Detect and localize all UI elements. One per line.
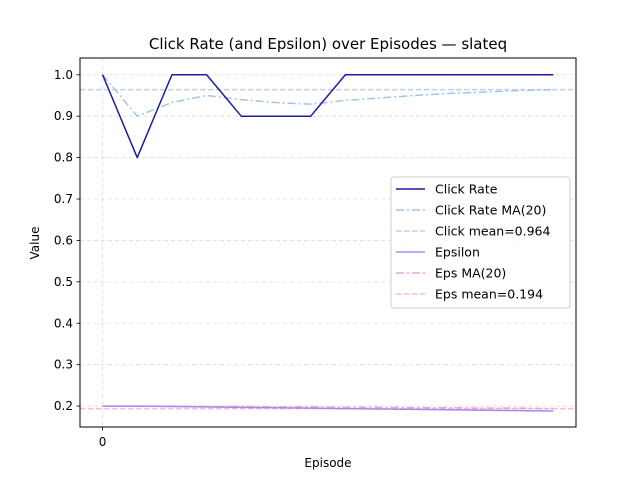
legend-label: Click Rate <box>435 182 498 197</box>
y-tick-label: 0.6 <box>54 233 73 247</box>
series-click-rate-ma-20-line <box>101 74 554 117</box>
series-click-rate-line <box>101 74 554 159</box>
legend-label: Epsilon <box>435 245 480 260</box>
plot-frame <box>79 57 577 428</box>
y-tick-label: 0.4 <box>54 316 73 330</box>
x-axis-label: Episode <box>304 456 351 470</box>
legend-box <box>390 176 571 309</box>
y-tick-label: 0.7 <box>54 192 73 206</box>
legend-label: Eps MA(20) <box>435 266 506 281</box>
y-tick-label: 0.9 <box>54 109 73 123</box>
series-layer <box>80 74 576 412</box>
y-tick-label: 0.2 <box>54 399 73 413</box>
legend-label: Eps mean=0.194 <box>435 287 543 302</box>
legend-label: Click mean=0.964 <box>435 224 551 239</box>
x-tick-label: 0 <box>99 435 107 449</box>
chart-title: Click Rate (and Epsilon) over Episodes —… <box>149 35 507 53</box>
legend: Click Rate Click Rate MA(20) Click mean=0.… <box>390 176 571 309</box>
y-tick-label: 1.0 <box>54 68 73 82</box>
y-axis-label: Value <box>28 227 42 260</box>
series-epsilon-line <box>102 405 554 412</box>
y-tick-label: 0.5 <box>54 275 73 289</box>
y-tick-label: 0.3 <box>54 358 73 372</box>
y-tick-label: 0.8 <box>54 151 73 165</box>
legend-label: Click Rate MA(20) <box>435 203 546 218</box>
ticks: 0.2 0.3 0.4 0.5 0.6 0.7 0.8 0.9 1.0 0 <box>54 68 106 449</box>
